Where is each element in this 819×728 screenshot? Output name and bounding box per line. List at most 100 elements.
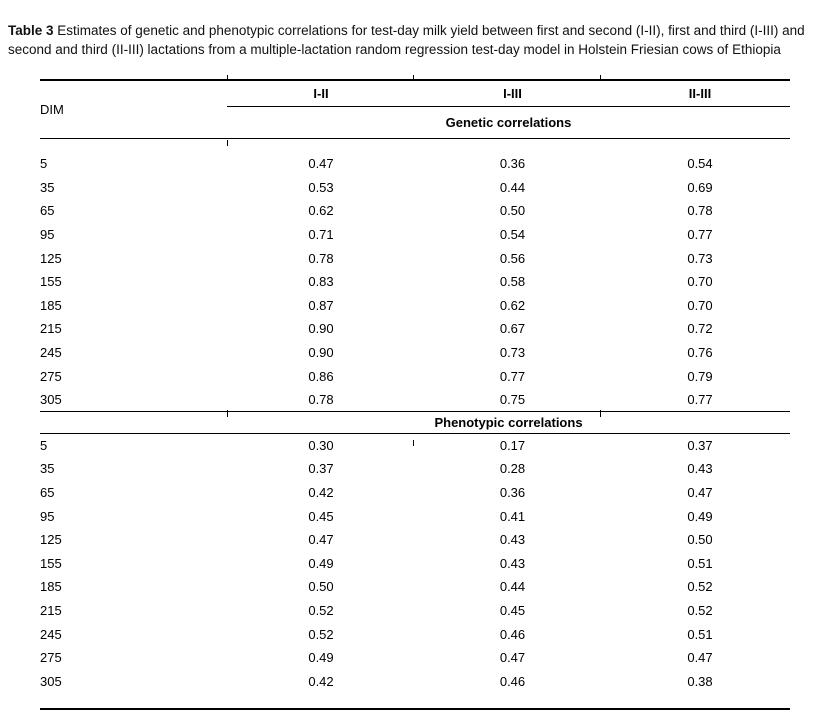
table-row: 155 0.83 0.58 0.70 (40, 270, 790, 294)
corr-cell-ii-iii: 0.76 (687, 345, 713, 361)
dim-cell: 305 (40, 673, 62, 689)
table-row: 95 0.71 0.54 0.77 (40, 223, 790, 247)
corr-cell-i-ii: 0.45 (308, 508, 334, 524)
corr-cell-i-ii: 0.49 (308, 650, 334, 666)
dim-cell: 305 (40, 391, 62, 407)
corr-cell-i-iii: 0.45 (499, 602, 526, 618)
corr-cell-ii-iii: 0.49 (687, 508, 713, 524)
column-header-i-ii: I-II (227, 80, 415, 107)
section-header-phenotypic: Phenotypic correlations (40, 411, 790, 435)
dim-cell: 65 (40, 485, 55, 501)
corr-cell-ii-iii: 0.37 (687, 438, 713, 454)
table-border-tick (600, 410, 601, 417)
table-caption-label: Table 3 (8, 22, 54, 38)
dim-cell: 215 (40, 602, 62, 618)
dim-cell: 5 (40, 156, 48, 172)
corr-cell-i-ii: 0.49 (308, 555, 334, 571)
corr-cell-i-iii: 0.36 (499, 156, 526, 172)
dim-cell: 35 (40, 461, 55, 477)
table-row: 305 0.78 0.75 0.77 (40, 388, 790, 412)
corr-cell-i-ii: 0.87 (308, 297, 334, 313)
corr-cell-i-iii: 0.47 (499, 650, 526, 666)
dim-cell: 245 (40, 345, 62, 361)
corr-cell-i-iii: 0.46 (499, 673, 526, 689)
dim-cell: 275 (40, 650, 62, 666)
corr-cell-i-ii: 0.90 (308, 345, 334, 361)
corr-cell-i-ii: 0.42 (308, 673, 334, 689)
table-border-tick (413, 75, 414, 80)
corr-cell-i-ii: 0.78 (308, 250, 334, 266)
corr-cell-i-iii: 0.44 (499, 579, 526, 595)
corr-cell-i-iii: 0.73 (499, 345, 526, 361)
corr-cell-ii-iii: 0.79 (687, 368, 713, 384)
corr-cell-i-iii: 0.36 (499, 485, 526, 501)
empty-cell (40, 411, 227, 435)
table-header-row: DIM I-II I-III II-III (40, 80, 790, 139)
spacer-row (40, 693, 790, 709)
corr-cell-i-iii: 0.77 (499, 368, 526, 384)
table-row: 185 0.50 0.44 0.52 (40, 575, 790, 599)
corr-cell-ii-iii: 0.47 (687, 485, 713, 501)
corr-cell-i-iii: 0.43 (499, 532, 526, 548)
corr-cell-ii-iii: 0.54 (687, 156, 713, 172)
table-row: 185 0.87 0.62 0.70 (40, 294, 790, 318)
table-caption: Table 3 Estimates of genetic and phenoty… (8, 21, 814, 60)
corr-cell-ii-iii: 0.47 (687, 650, 713, 666)
table-row: 245 0.52 0.46 0.51 (40, 622, 790, 646)
corr-cell-i-iii: 0.75 (499, 391, 526, 407)
dim-cell: 155 (40, 274, 62, 290)
corr-cell-i-ii: 0.52 (308, 626, 334, 642)
dim-cell: 155 (40, 555, 62, 571)
dim-cell: 125 (40, 250, 62, 266)
corr-cell-i-ii: 0.47 (308, 156, 334, 172)
corr-cell-i-iii: 0.50 (499, 203, 526, 219)
table-row: 245 0.90 0.73 0.76 (40, 341, 790, 365)
corr-cell-i-iii: 0.46 (499, 626, 526, 642)
dim-cell: 5 (40, 438, 48, 454)
corr-cell-i-ii: 0.37 (308, 461, 334, 477)
dim-cell: 65 (40, 203, 55, 219)
table-border-tick (227, 410, 228, 417)
table-row: 155 0.49 0.43 0.51 (40, 552, 790, 576)
corr-cell-i-iii: 0.56 (499, 250, 526, 266)
dim-cell: 185 (40, 297, 62, 313)
dim-cell: 245 (40, 626, 62, 642)
corr-cell-i-iii: 0.67 (499, 321, 526, 337)
corr-cell-i-ii: 0.30 (308, 438, 334, 454)
corr-cell-ii-iii: 0.43 (687, 461, 713, 477)
corr-cell-i-ii: 0.53 (308, 179, 334, 195)
column-header-ii-iii: II-III (610, 80, 790, 107)
dim-cell: 275 (40, 368, 62, 384)
dim-cell: 185 (40, 579, 62, 595)
corr-cell-ii-iii: 0.38 (687, 673, 713, 689)
corr-cell-i-iii: 0.41 (499, 508, 526, 524)
table-row: 65 0.42 0.36 0.47 (40, 481, 790, 505)
correlations-table: DIM I-II I-III II-III Genetic correlatio… (40, 79, 790, 711)
table-row: 5 0.47 0.36 0.54 (40, 152, 790, 176)
table-caption-text: Estimates of genetic and phenotypic corr… (8, 22, 805, 57)
corr-cell-ii-iii: 0.72 (687, 321, 713, 337)
corr-cell-i-ii: 0.86 (308, 368, 334, 384)
table-row: 95 0.45 0.41 0.49 (40, 504, 790, 528)
section-title-phenotypic: Phenotypic correlations (227, 411, 790, 435)
dim-cell: 35 (40, 179, 55, 195)
corr-cell-i-ii: 0.90 (308, 321, 334, 337)
corr-cell-i-iii: 0.28 (499, 461, 526, 477)
corr-cell-ii-iii: 0.51 (687, 555, 713, 571)
spacer-row (40, 138, 790, 152)
dim-cell: 95 (40, 227, 55, 243)
column-header-i-iii: I-III (415, 80, 610, 107)
table-row: 305 0.42 0.46 0.38 (40, 669, 790, 693)
table-row: 215 0.52 0.45 0.52 (40, 599, 790, 623)
table-row: 65 0.62 0.50 0.78 (40, 199, 790, 223)
table-border-tick (227, 140, 228, 146)
corr-cell-ii-iii: 0.77 (687, 391, 713, 407)
table-row: 35 0.37 0.28 0.43 (40, 457, 790, 481)
corr-cell-ii-iii: 0.51 (687, 626, 713, 642)
corr-cell-ii-iii: 0.50 (687, 532, 713, 548)
corr-cell-i-ii: 0.52 (308, 602, 334, 618)
table-row: 125 0.78 0.56 0.73 (40, 246, 790, 270)
corr-cell-ii-iii: 0.52 (687, 579, 713, 595)
corr-cell-ii-iii: 0.52 (687, 602, 713, 618)
